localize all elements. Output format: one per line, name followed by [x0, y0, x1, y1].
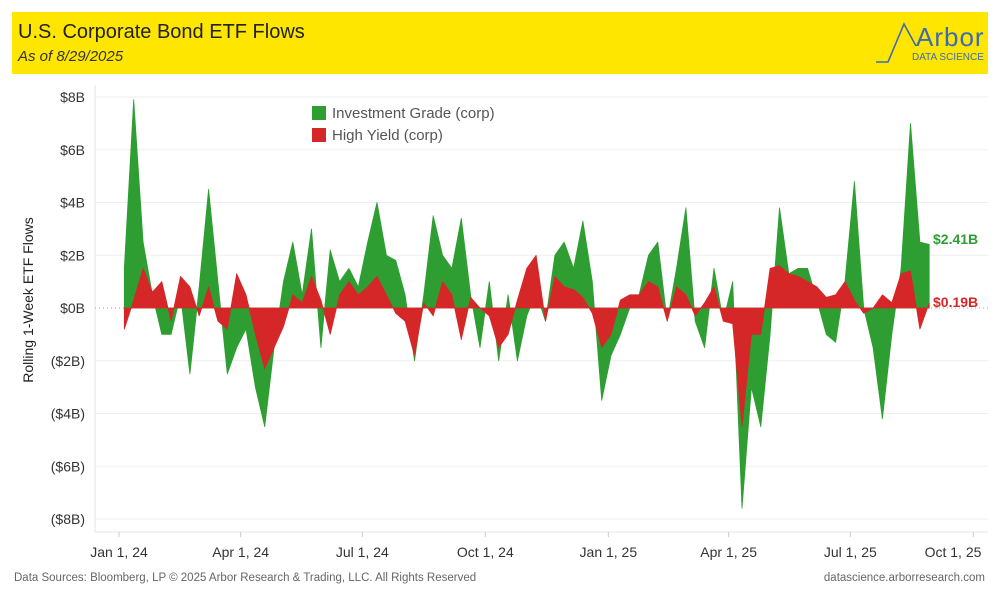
logo-subtext: DATA SCIENCE — [912, 52, 984, 63]
series-areas — [123, 99, 930, 509]
arbor-logo: Arbor DATA SCIENCE — [874, 18, 984, 68]
legend-swatch-green — [312, 106, 326, 120]
x-tick-label: Jul 1, 25 — [824, 544, 877, 560]
logo-word: Arbor — [916, 22, 985, 52]
y-tick-label: $8B — [60, 89, 85, 105]
legend: Investment Grade (corp) High Yield (corp… — [312, 102, 495, 146]
y-tick-label: $6B — [60, 142, 85, 158]
y-tick-label: ($6B) — [51, 458, 85, 474]
x-tick-label: Jul 1, 24 — [336, 544, 389, 560]
x-tick-labels: Jan 1, 24 Apr 1, 24 Jul 1, 24 Oct 1, 24 Jan … — [90, 532, 982, 560]
legend-item-investment-grade: Investment Grade (corp) — [312, 102, 495, 124]
chart-title: U.S. Corporate Bond ETF Flows — [18, 21, 305, 43]
x-tick-label: Jan 1, 24 — [90, 544, 148, 560]
y-tick-label: ($4B) — [51, 406, 85, 422]
chart-subtitle: As of 8/29/2025 — [18, 48, 124, 65]
footer-source: Data Sources: Bloomberg, LP © 2025 Arbor… — [14, 572, 477, 584]
y-tick-label: ($8B) — [51, 511, 85, 527]
y-tick-labels: $8B $6B $4B $2B $0B ($2B) ($4B) ($6B) ($8B) — [51, 89, 85, 527]
header-banner: U.S. Corporate Bond ETF Flows As of 8/29… — [12, 12, 988, 74]
legend-item-high-yield: High Yield (corp) — [312, 124, 495, 146]
y-axis-label: Rolling 1-Week ETF Flows — [20, 217, 36, 383]
logo-peak-icon — [876, 22, 917, 63]
end-label-high-yield: $0.19B — [933, 294, 979, 310]
x-tick-label: Oct 1, 25 — [925, 544, 982, 560]
y-tick-label: $2B — [60, 247, 85, 263]
end-label-investment-grade: $2.41B — [933, 231, 979, 247]
y-tick-label: ($2B) — [51, 353, 85, 369]
legend-swatch-red — [312, 128, 326, 142]
x-tick-label: Oct 1, 24 — [457, 544, 514, 560]
footer-url[interactable]: datascience.arborresearch.com — [823, 572, 985, 584]
x-tick-label: Apr 1, 24 — [212, 544, 269, 560]
legend-label: High Yield (corp) — [332, 126, 443, 144]
legend-label: Investment Grade (corp) — [332, 104, 495, 122]
area-high-yield — [123, 254, 930, 428]
x-tick-label: Jan 1, 25 — [580, 544, 638, 560]
x-tick-label: Apr 1, 25 — [700, 544, 757, 560]
y-tick-label: $0B — [60, 300, 85, 316]
y-tick-label: $4B — [60, 195, 85, 211]
gridlines — [94, 85, 988, 533]
